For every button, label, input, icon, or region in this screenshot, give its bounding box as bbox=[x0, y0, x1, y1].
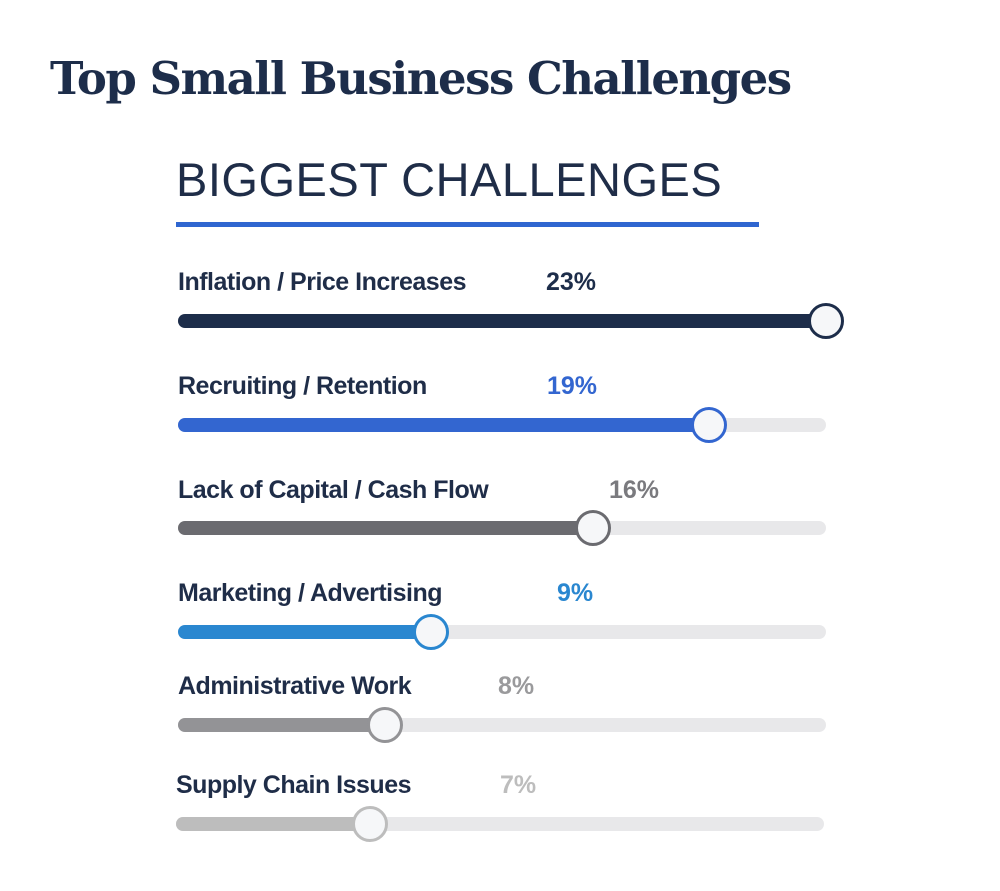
slider-knob bbox=[575, 510, 611, 546]
bar-value-label: 23% bbox=[546, 268, 597, 296]
slider-knob bbox=[808, 303, 844, 339]
bar-track bbox=[178, 614, 826, 650]
bar-track bbox=[176, 806, 824, 842]
bar-value-label: 19% bbox=[547, 372, 598, 400]
bar-fill bbox=[178, 625, 431, 639]
bar-track bbox=[178, 407, 826, 443]
bar-track bbox=[178, 510, 826, 546]
bar-label: Administrative Work bbox=[178, 672, 412, 700]
bar-label: Marketing / Advertising bbox=[178, 579, 443, 607]
bar-value-label: 16% bbox=[609, 476, 660, 504]
slider-knob bbox=[367, 707, 403, 743]
bar-value-label: 9% bbox=[557, 579, 594, 607]
bar-label: Recruiting / Retention bbox=[178, 372, 427, 400]
bar-track bbox=[178, 303, 844, 339]
page-title: Top Small Business Challenges bbox=[50, 52, 792, 105]
bar-track bbox=[178, 707, 826, 743]
bar-fill bbox=[178, 718, 385, 732]
bar-fill bbox=[178, 521, 593, 535]
slider-knob bbox=[691, 407, 727, 443]
bar-label: Inflation / Price Increases bbox=[178, 268, 467, 296]
bar-fill bbox=[178, 314, 826, 328]
chart-title: BIGGEST CHALLENGES bbox=[176, 153, 723, 206]
bar-fill bbox=[178, 418, 709, 432]
slider-knob bbox=[413, 614, 449, 650]
title-underline bbox=[176, 222, 759, 227]
bar-label: Lack of Capital / Cash Flow bbox=[178, 476, 489, 504]
bar-value-label: 7% bbox=[500, 771, 537, 799]
bar-value-label: 8% bbox=[498, 672, 535, 700]
slider-knob bbox=[352, 806, 388, 842]
bar-label: Supply Chain Issues bbox=[176, 771, 412, 799]
bar-fill bbox=[176, 817, 370, 831]
